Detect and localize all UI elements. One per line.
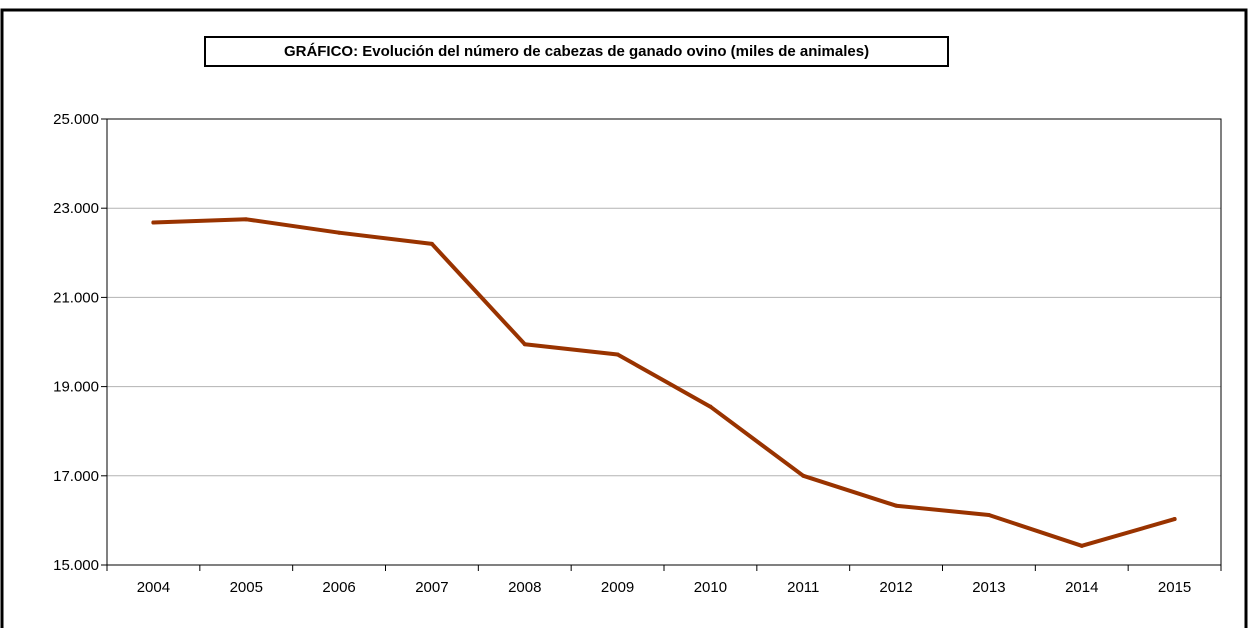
- x-tick-label: 2005: [230, 579, 263, 596]
- series-line-group: [151, 217, 1177, 548]
- x-tick-label: 2013: [972, 579, 1005, 596]
- data-point: [244, 217, 249, 222]
- axes: [101, 118, 1222, 571]
- chart-title: GRÁFICO: Evolución del número de cabezas…: [204, 36, 949, 67]
- series-line: [151, 217, 1177, 548]
- data-point: [894, 503, 899, 508]
- data-point: [522, 342, 527, 347]
- data-point: [708, 404, 713, 409]
- x-tick-label: 2007: [415, 579, 448, 596]
- chart-outer-border: [0, 8, 1248, 628]
- y-tick-label: 19.000: [53, 379, 99, 396]
- x-tick-label: 2009: [601, 579, 634, 596]
- data-point: [429, 241, 434, 246]
- data-point: [986, 513, 991, 518]
- x-tick-label: 2004: [137, 579, 170, 596]
- x-tick-label: 2010: [694, 579, 727, 596]
- gridlines: [107, 207, 1221, 477]
- data-point: [1172, 517, 1177, 522]
- y-tick-label: 17.000: [53, 468, 99, 485]
- x-tick-label: 2011: [787, 579, 819, 596]
- data-point: [1079, 543, 1084, 548]
- x-tick-label: 2014: [1065, 579, 1098, 596]
- x-tick-label: 2006: [322, 579, 355, 596]
- x-tick-label: 2015: [1158, 579, 1191, 596]
- data-point: [615, 352, 620, 357]
- x-tick-label: 2008: [508, 579, 541, 596]
- y-tick-label: 15.000: [53, 557, 99, 574]
- y-tick-label: 21.000: [53, 289, 99, 306]
- y-tick-label: 23.000: [53, 200, 99, 217]
- data-point: [337, 230, 342, 235]
- y-tick-label: 25.000: [53, 111, 99, 128]
- tick-labels: 15.000 17.000 19.000 21.000 23.000 25.000 2004…: [53, 111, 1191, 596]
- data-point: [801, 473, 806, 478]
- x-tick-label: 2012: [879, 579, 912, 596]
- data-point: [151, 220, 156, 225]
